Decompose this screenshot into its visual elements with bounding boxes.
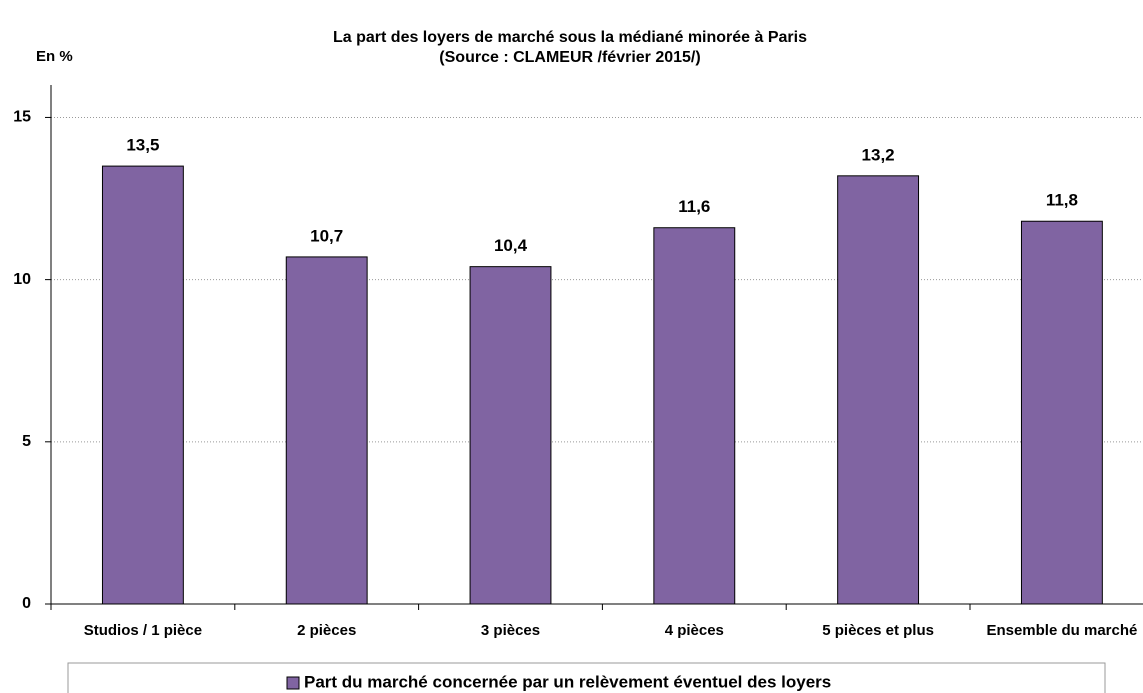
x-tick-label: 2 pièces: [297, 622, 356, 639]
y-tick-label: 15: [13, 109, 31, 126]
data-label: 13,5: [126, 136, 159, 155]
data-label: 13,2: [862, 145, 895, 164]
bar: [285, 256, 368, 605]
data-label: 11,6: [678, 197, 710, 216]
x-tick-label: 3 pièces: [481, 622, 540, 639]
data-label: 10,7: [310, 226, 343, 245]
x-tick-label: 4 pièces: [665, 622, 724, 639]
y-tick-label: 10: [13, 271, 31, 288]
legend-box: [67, 662, 1106, 693]
bar: [101, 165, 184, 605]
x-tick-label: Studios / 1 pièce: [84, 622, 202, 639]
y-tick-label: 5: [22, 433, 31, 450]
data-label: 11,8: [1046, 191, 1078, 210]
bar: [653, 227, 736, 605]
y-tick-label: 0: [22, 595, 31, 612]
bar: [1020, 220, 1103, 605]
legend-swatch: [286, 676, 300, 690]
x-tick-label: 5 pièces et plus: [822, 622, 934, 639]
x-tick-label: Ensemble du marché: [986, 622, 1137, 639]
legend-label: Part du marché concernée par un relèveme…: [304, 672, 831, 691]
bar: [469, 266, 552, 605]
chart-subtitle: (Source : CLAMEUR /février 2015/): [439, 49, 700, 66]
chart-title: La part des loyers de marché sous la méd…: [333, 29, 807, 46]
bar: [837, 175, 920, 605]
data-label: 10,4: [494, 236, 528, 255]
y-axis-label: En %: [36, 48, 73, 65]
